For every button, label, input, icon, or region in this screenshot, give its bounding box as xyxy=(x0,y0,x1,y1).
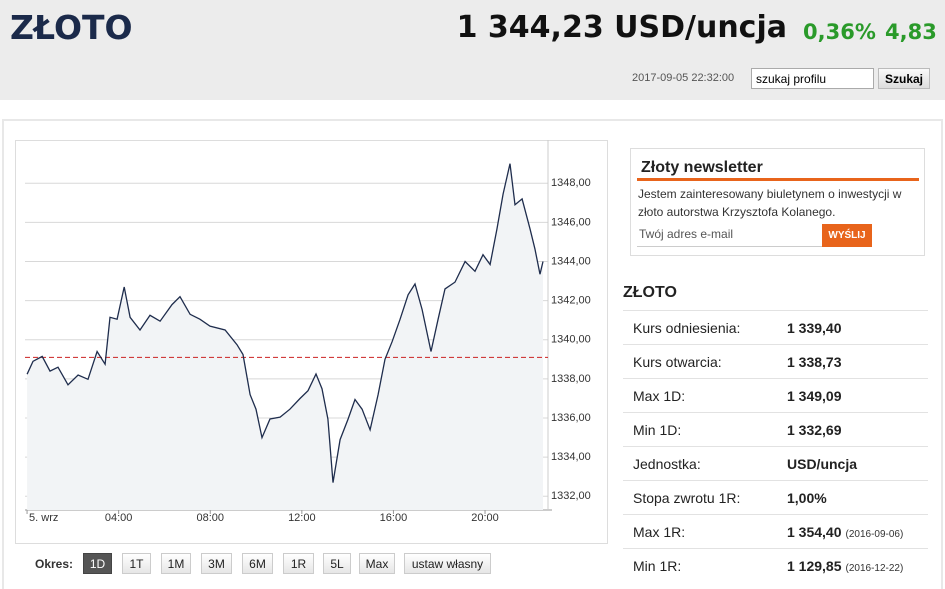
panel xyxy=(2,119,943,589)
x-tick-label: 16:00 xyxy=(380,512,408,524)
row-value: 1 339,40 xyxy=(787,320,842,336)
row-label: Min 1D: xyxy=(633,422,682,438)
y-tick-label: 1342,00 xyxy=(551,295,591,307)
period-label: Okres: xyxy=(35,557,74,571)
x-tick-label: 12:00 xyxy=(288,512,316,524)
newsletter-title: Złoty newsletter xyxy=(641,159,763,176)
row-value: 1 349,09 xyxy=(787,388,842,404)
row-value: 1 354,40 (2016-09-06) xyxy=(787,524,903,540)
quote-row: Max 1D: 1 349,09 xyxy=(623,378,928,412)
quote-row: Kurs odniesienia: 1 339,40 xyxy=(623,310,928,344)
newsletter-underline xyxy=(637,178,919,181)
change-pct: 0,36% xyxy=(803,20,876,44)
x-tick-label: 20:00 xyxy=(471,512,499,524)
x-tick-label: 04:00 xyxy=(105,512,133,524)
row-label: Max 1D: xyxy=(633,388,686,404)
chart: 1332,00 1334,00 1336,00 1338,00 1340,00 1342,… xyxy=(25,140,591,524)
email-input[interactable]: Twój adres e-mail xyxy=(637,224,823,247)
period-button[interactable]: 1M xyxy=(161,553,191,574)
quote-row: Max 1R: 1 354,40 (2016-09-06) xyxy=(623,514,928,548)
value-text: 1,00% xyxy=(787,490,827,506)
value-text: 1 354,40 xyxy=(787,524,842,540)
page-title: ZŁOTO xyxy=(10,8,133,47)
price-line xyxy=(26,163,544,483)
price: 1 344,23 USD/uncja xyxy=(456,10,787,45)
y-tick-label: 1336,00 xyxy=(551,412,591,424)
y-tick-label: 1334,00 xyxy=(551,451,591,463)
row-value: 1 332,69 xyxy=(787,422,842,438)
value-note: (2016-12-22) xyxy=(845,563,904,574)
timestamp: 2017-09-05 22:32:00 xyxy=(632,72,735,84)
search-button[interactable]: Szukaj xyxy=(878,68,930,89)
row-value: 1,00% xyxy=(787,490,827,506)
value-text: 1 339,40 xyxy=(787,320,842,336)
row-value: USD/uncja xyxy=(787,456,857,472)
y-tick-label: 1340,00 xyxy=(551,334,591,346)
newsletter-box xyxy=(630,148,925,256)
x-tick-label: 08:00 xyxy=(196,512,224,524)
period-button[interactable]: ustaw własny xyxy=(404,553,491,574)
y-tick-label: 1332,00 xyxy=(551,490,591,502)
quote-row: Min 1R: 1 129,85 (2016-12-22) xyxy=(623,548,928,582)
row-label: Min 1R: xyxy=(633,558,682,574)
row-label: Kurs otwarcia: xyxy=(633,354,722,370)
period-button[interactable]: 5L xyxy=(323,553,351,574)
newsletter-text: Jestem zainteresowany biuletynem o inwes… xyxy=(638,187,902,219)
period-button[interactable]: 6M xyxy=(242,553,273,574)
row-label: Kurs odniesienia: xyxy=(633,320,741,336)
row-label: Stopa zwrotu 1R: xyxy=(633,490,741,506)
value-text: 1 349,09 xyxy=(787,388,842,404)
row-label: Jednostka: xyxy=(633,456,701,472)
quote-row: Min 1D: 1 332,69 xyxy=(623,412,928,446)
search-input[interactable]: szukaj profilu xyxy=(751,68,874,89)
quote-row: Stopa zwrotu 1R: 1,00% xyxy=(623,480,928,514)
quote-row: Kurs otwarcia: 1 338,73 xyxy=(623,344,928,378)
value-text: 1 332,69 xyxy=(787,422,842,438)
quote-row: Jednostka: USD/uncja xyxy=(623,446,928,480)
send-button[interactable]: WYŚLIJ xyxy=(822,224,872,247)
value-text: 1 129,85 xyxy=(787,558,842,574)
chart-box xyxy=(15,140,608,544)
row-label: Max 1R: xyxy=(633,524,686,540)
x-tick-label: 5. wrz xyxy=(29,512,58,524)
y-tick-label: 1344,00 xyxy=(551,255,591,267)
y-tick-label: 1346,00 xyxy=(551,216,591,228)
area xyxy=(27,163,544,510)
period-button[interactable]: 1R xyxy=(283,553,314,574)
value-text: 1 338,73 xyxy=(787,354,842,370)
period-button[interactable]: 1D xyxy=(83,553,112,574)
row-value: 1 129,85 (2016-12-22) xyxy=(787,558,903,574)
value-text: USD/uncja xyxy=(787,456,858,472)
period-button[interactable]: 3M xyxy=(201,553,232,574)
period-button[interactable]: Max xyxy=(359,553,395,574)
change-abs: 4,83 xyxy=(885,20,937,44)
row-value: 1 338,73 xyxy=(787,354,842,370)
y-tick-label: 1338,00 xyxy=(551,373,591,385)
value-note: (2016-09-06) xyxy=(845,529,904,540)
y-tick-label: 1348,00 xyxy=(551,177,591,189)
quote-title: ZŁOTO xyxy=(623,284,677,301)
period-button[interactable]: 1T xyxy=(122,553,151,574)
